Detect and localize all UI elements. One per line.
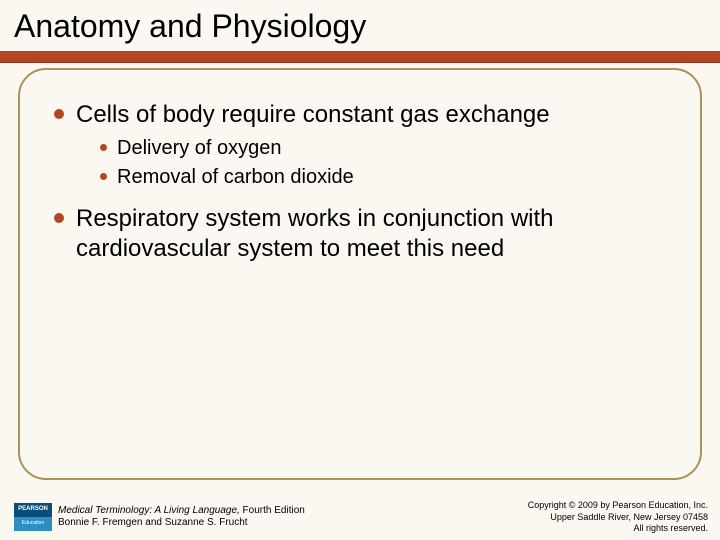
bullet-level2: Delivery of oxygen [100, 136, 670, 161]
footer: PEARSON Education Medical Terminology: A… [0, 500, 720, 534]
title-underline [0, 51, 720, 63]
bullet-text: Removal of carbon dioxide [117, 165, 354, 190]
bullet-dot-icon [54, 109, 64, 119]
copyright-line: Copyright © 2009 by Pearson Education, I… [528, 500, 708, 511]
bullet-dot-icon [54, 213, 64, 223]
book-edition: Fourth Edition [240, 505, 305, 516]
book-info: Medical Terminology: A Living Language, … [58, 505, 305, 530]
copyright-line: Upper Saddle River, New Jersey 07458 [528, 512, 708, 523]
logo-top-text: PEARSON [14, 503, 52, 517]
copyright: Copyright © 2009 by Pearson Education, I… [528, 500, 708, 534]
title-area: Anatomy and Physiology [0, 0, 720, 49]
copyright-line: All rights reserved. [528, 523, 708, 534]
pearson-logo-icon: PEARSON Education [14, 503, 52, 531]
bullet-dot-icon [100, 173, 107, 180]
logo-bottom-text: Education [14, 517, 52, 531]
sub-bullet-group: Delivery of oxygen Removal of carbon dio… [54, 136, 670, 190]
content-box: Cells of body require constant gas excha… [18, 68, 702, 480]
slide-title: Anatomy and Physiology [14, 8, 706, 45]
bullet-level2: Removal of carbon dioxide [100, 165, 670, 190]
bullet-text: Delivery of oxygen [117, 136, 282, 161]
bullet-level1: Respiratory system works in conjunction … [54, 204, 670, 264]
bullet-text: Cells of body require constant gas excha… [76, 100, 550, 130]
bullet-dot-icon [100, 144, 107, 151]
book-title-line: Medical Terminology: A Living Language, … [58, 505, 305, 518]
book-title: Medical Terminology: A Living Language, [58, 505, 240, 516]
bullet-text: Respiratory system works in conjunction … [76, 204, 670, 264]
bullet-level1: Cells of body require constant gas excha… [54, 100, 670, 130]
footer-left: PEARSON Education Medical Terminology: A… [14, 503, 305, 531]
book-authors: Bonnie F. Fremgen and Suzanne S. Frucht [58, 517, 305, 530]
